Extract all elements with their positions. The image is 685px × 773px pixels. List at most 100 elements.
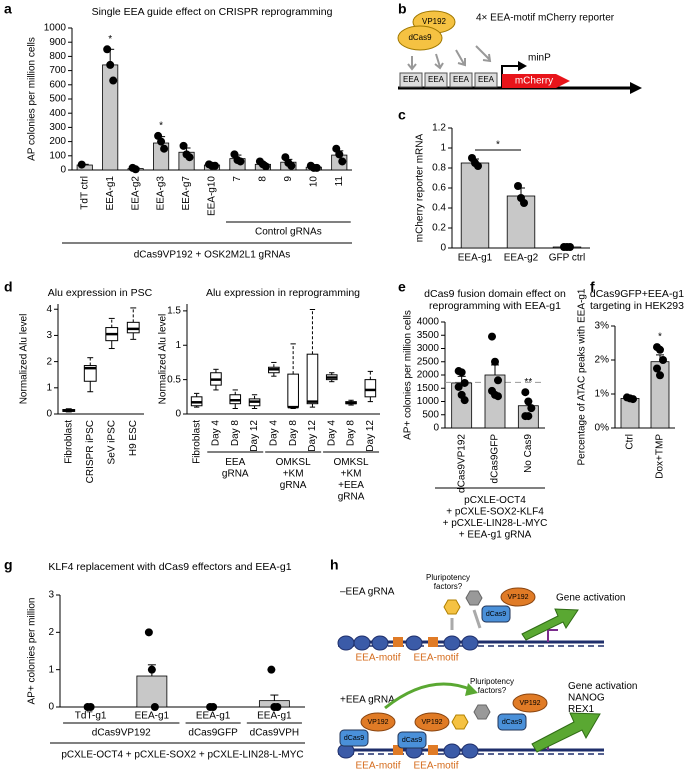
data-point (312, 163, 321, 172)
x-tick-label: EEA-g3 (156, 176, 167, 211)
y-tick-label: 500 (422, 409, 439, 420)
significance: * (108, 34, 112, 45)
panel-label: g (4, 557, 13, 573)
y-axis-label: Normalized Alu level (158, 314, 169, 405)
data-point (566, 243, 574, 251)
x-tick-label: CRISPR iPSC (85, 420, 96, 483)
motif-box (424, 72, 448, 88)
data-point (488, 332, 496, 341)
y-tick-label: 700 (49, 65, 66, 76)
dcas9-shape (397, 731, 427, 749)
y-tick-label: 1.5 (167, 306, 181, 317)
data-point (287, 161, 296, 170)
motif-box (474, 72, 498, 88)
y-tick-label: 0.4 (432, 203, 446, 214)
dcas9-shape (397, 25, 443, 51)
data-point (656, 345, 664, 354)
data-point (273, 703, 282, 711)
dcas9-shape (497, 713, 527, 731)
significance: * (159, 121, 163, 132)
data-point (338, 157, 347, 166)
data-point (521, 388, 530, 397)
data-point (236, 157, 245, 166)
activation-arrow (531, 712, 601, 753)
activation-arrow (521, 608, 579, 641)
bar (620, 398, 640, 429)
data-point (179, 141, 188, 150)
y-tick-label: 0.8 (432, 163, 446, 174)
x-tick-label: 8 (258, 176, 269, 182)
diagram-b: VP192 dCas9 4× EEA-motif mCherry reporte… (397, 10, 642, 94)
chart-title: Alu expression in PSC (48, 287, 153, 299)
x-tick-label: 11 (334, 176, 345, 187)
data-point (460, 396, 469, 405)
nucleosomes (337, 635, 479, 651)
binding-arrows (407, 45, 492, 71)
binding-arrows (450, 609, 482, 630)
panel-label: d (4, 279, 13, 295)
panel-label: h (330, 557, 339, 573)
vp192-shape (360, 712, 396, 732)
data-point (150, 703, 159, 711)
y-tick-label: 4000 (417, 317, 440, 328)
motif-label: EEA (478, 75, 495, 84)
y-tick-label: 1500 (417, 383, 440, 394)
data-point (629, 395, 637, 404)
panel-label: a (4, 1, 12, 17)
reporter-label: mCherry (515, 76, 553, 87)
reporter-shape (502, 74, 570, 88)
data-point (86, 703, 95, 711)
data-point (524, 412, 533, 421)
vp192-label: VP192 (421, 719, 442, 726)
y-tick-label: 3 (48, 590, 54, 601)
data-point (131, 165, 140, 174)
x-tick-label: Fibroblast (191, 420, 202, 464)
x-axis-label: pCXLE-OCT4 + pCXLE-SOX2 + pCXLE-LIN28-L-… (61, 750, 303, 761)
motif-label: EEA-motif (355, 653, 400, 664)
condition-label: –EEA gRNA (340, 587, 395, 598)
x-tick-label: Day 8 (288, 420, 299, 447)
box (126, 321, 140, 334)
chart-title: Single EEA guide effect on CRISPR reprog… (92, 6, 333, 18)
dcas9-label: dCas9 (486, 611, 506, 618)
panel-label: c (398, 107, 406, 123)
dcas9-label: dCas9 (502, 719, 522, 726)
y-tick-label: 0.6 (432, 183, 446, 194)
box (306, 353, 319, 405)
y-tick-label: 400 (49, 108, 66, 119)
factor-hexagon (465, 590, 483, 606)
data-point (185, 153, 194, 162)
group-label: dCas9VP192 (92, 728, 151, 739)
group-label: EEA gRNA (222, 457, 249, 480)
box (83, 365, 97, 382)
y-tick-label: 100 (49, 150, 66, 161)
motif-site (428, 637, 438, 647)
vp192-label: VP192 (367, 719, 388, 726)
vp192-label: VP192 (422, 17, 447, 26)
chart-title: KLF4 replacement with dCas9 effectors an… (48, 561, 291, 573)
bar (484, 374, 506, 429)
condition-label: +EEA gRNA (340, 695, 395, 706)
y-tick-label: 200 (49, 136, 66, 147)
factors-label: Pluripotency factors? (470, 677, 514, 695)
bar (451, 382, 473, 429)
x-tick-label: Fibroblast (63, 420, 74, 464)
y-axis-label: AP+ colonies per million cells (403, 310, 414, 440)
x-axis-label: dCas9VP192 + OSK2M2L1 gRNAs (134, 250, 290, 261)
chart-title: Alu expression in reprogramming (206, 287, 360, 299)
data-point (209, 703, 218, 711)
y-tick-label: 800 (49, 51, 66, 62)
chart-title: dCas9 fusion domain effect on reprogrammi… (424, 288, 566, 312)
x-tick-label: Day 4 (211, 420, 222, 447)
y-tick-label: 0 (48, 702, 54, 713)
x-tick-label: dCas9GFP (490, 434, 501, 484)
diagram-h: –EEA gRNA Pluripotency factors? dCas9 VP1… (337, 573, 638, 772)
data-point (460, 378, 469, 387)
motif-site (428, 745, 438, 755)
y-axis-label: Percentage of ATAC peaks with EEA-g1 (577, 288, 588, 465)
data-point (106, 60, 115, 69)
y-tick-label: 300 (49, 122, 66, 133)
x-tick-label: EEA-g2 (504, 253, 539, 264)
y-tick-label: 900 (49, 37, 66, 48)
